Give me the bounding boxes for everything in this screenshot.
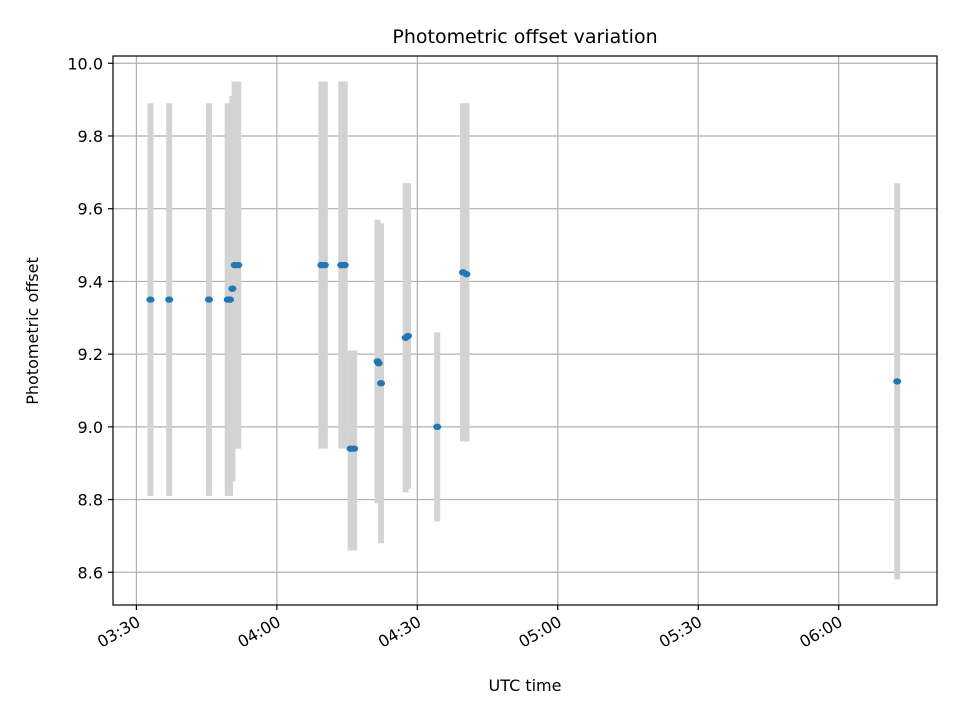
chart-title: Photometric offset variation <box>392 26 657 48</box>
data-point <box>893 378 902 385</box>
y-tick-label: 10.0 <box>67 54 103 73</box>
data-point <box>403 332 412 340</box>
data-point <box>374 360 383 367</box>
y-tick-label: 9.4 <box>78 272 103 291</box>
data-point <box>377 380 386 387</box>
data-point <box>350 445 359 452</box>
y-tick-label: 9.6 <box>78 200 103 219</box>
data-point <box>165 296 174 303</box>
y-axis-label: Photometric offset <box>23 257 42 405</box>
data-point <box>146 296 155 303</box>
data-point <box>462 270 471 278</box>
y-tick-label: 8.8 <box>78 491 103 510</box>
plot-frame <box>112 55 938 606</box>
x-axis-label: UTC time <box>489 676 562 695</box>
y-axis-ticks: 8.6 8.8 9.0 9.2 9.4 9.6 9.8 10.0 <box>67 54 113 582</box>
data-points <box>146 261 902 452</box>
grid-lines <box>113 56 937 605</box>
y-tick-label: 8.6 <box>78 563 103 582</box>
data-point <box>204 296 213 303</box>
data-point <box>226 296 235 303</box>
data-point <box>320 261 329 269</box>
data-point <box>340 261 349 269</box>
data-point <box>234 261 243 269</box>
y-tick-label: 9.0 <box>78 418 103 437</box>
data-point <box>228 285 237 292</box>
y-tick-label: 9.8 <box>78 127 103 146</box>
y-tick-label: 9.2 <box>78 345 103 364</box>
data-point <box>433 423 442 431</box>
